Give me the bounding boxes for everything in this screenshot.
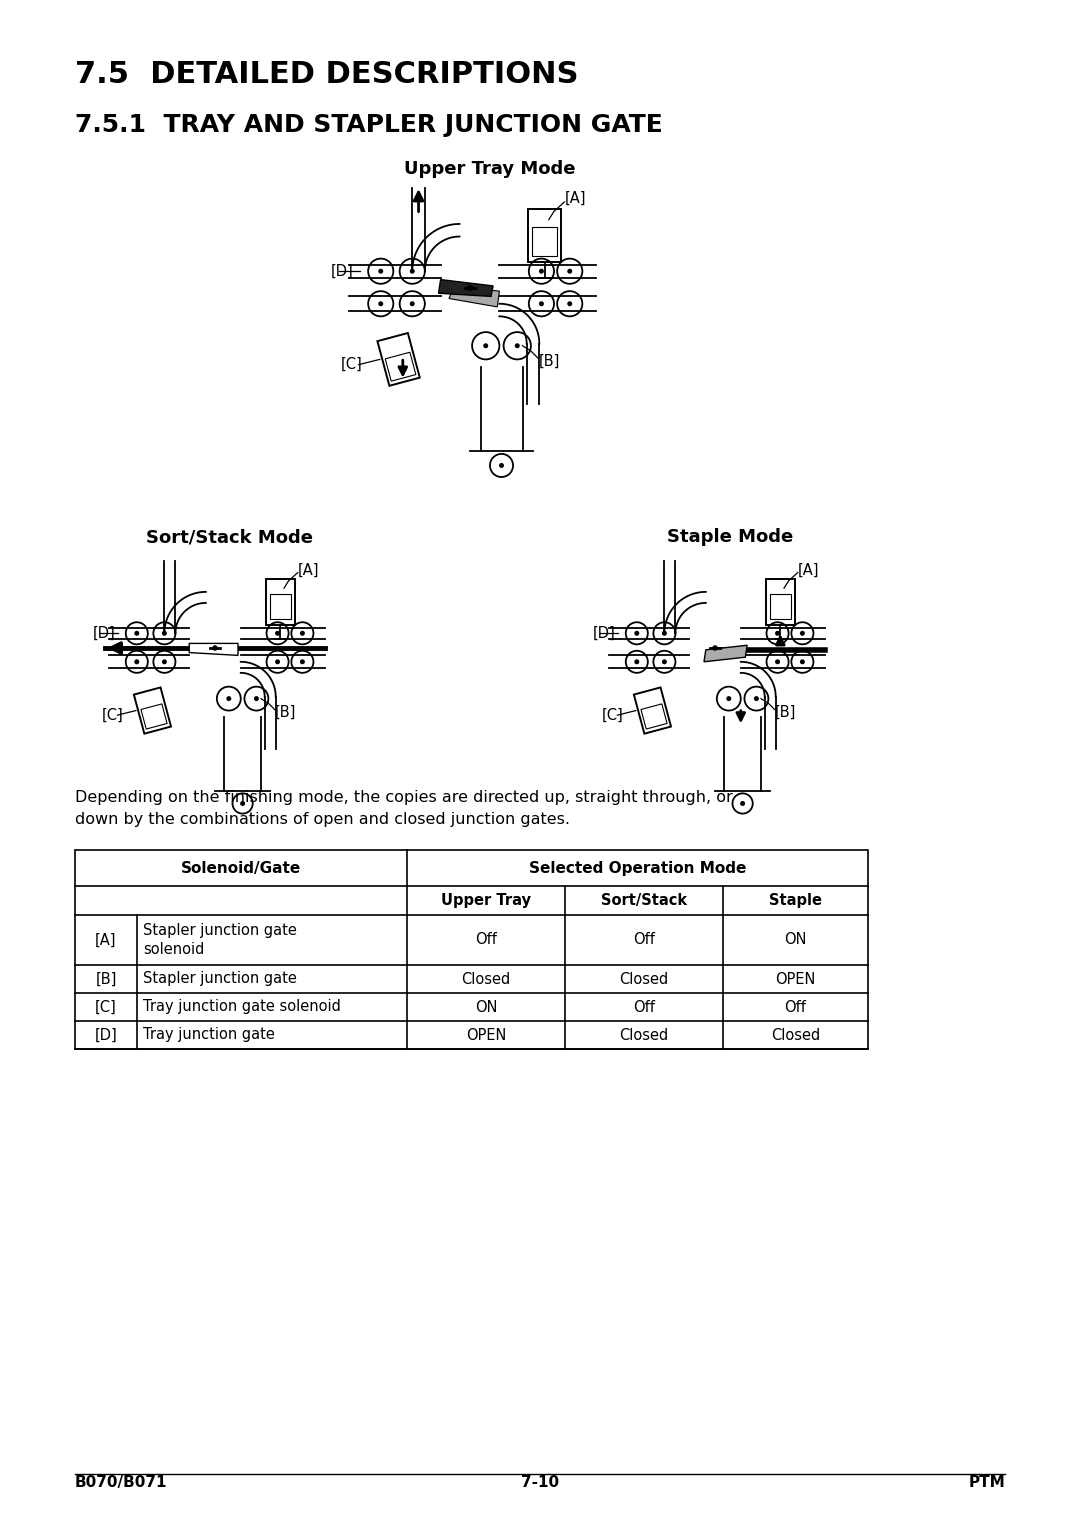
Circle shape: [539, 269, 544, 274]
Circle shape: [800, 631, 805, 636]
Text: [D]: [D]: [93, 626, 116, 640]
Circle shape: [775, 659, 780, 665]
Circle shape: [800, 659, 805, 665]
Circle shape: [467, 284, 473, 292]
Circle shape: [775, 631, 780, 636]
Circle shape: [754, 697, 759, 701]
Text: Closed: Closed: [619, 1027, 669, 1042]
Text: [C]: [C]: [341, 358, 363, 373]
Text: 7.5  DETAILED DESCRIPTIONS: 7.5 DETAILED DESCRIPTIONS: [75, 60, 579, 89]
Bar: [528, 209, 562, 261]
Circle shape: [240, 801, 245, 805]
Text: Tray junction gate solenoid: Tray junction gate solenoid: [143, 999, 341, 1015]
Text: [D]: [D]: [330, 264, 353, 278]
Text: Off: Off: [633, 932, 654, 947]
Text: ON: ON: [784, 932, 807, 947]
Bar: [770, 594, 791, 619]
Bar: [377, 333, 420, 385]
Bar: [75, 850, 868, 1050]
Bar: [386, 353, 416, 380]
Polygon shape: [438, 280, 494, 296]
Circle shape: [300, 659, 305, 665]
Text: [C]: [C]: [102, 707, 123, 723]
Polygon shape: [189, 643, 238, 656]
Circle shape: [567, 301, 572, 306]
Text: 7.5.1  TRAY AND STAPLER JUNCTION GATE: 7.5.1 TRAY AND STAPLER JUNCTION GATE: [75, 113, 663, 138]
Text: [A]: [A]: [798, 562, 820, 578]
Text: Staple: Staple: [769, 892, 822, 908]
Circle shape: [227, 697, 231, 701]
Text: Upper Tray: Upper Tray: [441, 892, 531, 908]
Bar: [640, 704, 667, 729]
Circle shape: [213, 645, 218, 651]
Text: OPEN: OPEN: [775, 972, 815, 987]
Circle shape: [726, 697, 731, 701]
Text: Tray junction gate: Tray junction gate: [143, 1027, 275, 1042]
Circle shape: [409, 301, 415, 306]
Text: Selected Operation Mode: Selected Operation Mode: [529, 860, 746, 876]
Circle shape: [254, 697, 259, 701]
Circle shape: [539, 301, 544, 306]
Circle shape: [378, 269, 383, 274]
Text: [C]: [C]: [602, 707, 623, 723]
Circle shape: [409, 269, 415, 274]
Circle shape: [162, 631, 167, 636]
Circle shape: [515, 344, 519, 348]
Text: [B]: [B]: [274, 704, 296, 720]
Bar: [634, 688, 671, 733]
Text: Closed: Closed: [461, 972, 511, 987]
Circle shape: [740, 801, 745, 805]
Text: [A]: [A]: [298, 562, 320, 578]
Circle shape: [275, 659, 280, 665]
Circle shape: [634, 631, 639, 636]
Text: Sort/Stack: Sort/Stack: [600, 892, 687, 908]
Text: Staple Mode: Staple Mode: [666, 529, 793, 545]
Text: [A]: [A]: [565, 191, 586, 206]
Text: OPEN: OPEN: [465, 1027, 507, 1042]
Circle shape: [567, 269, 572, 274]
Text: [B]: [B]: [95, 972, 117, 987]
Text: Stapler junction gate
solenoid: Stapler junction gate solenoid: [143, 923, 297, 957]
Bar: [766, 579, 795, 625]
Text: [D]: [D]: [95, 1027, 118, 1042]
Text: 7-10: 7-10: [521, 1475, 559, 1490]
Text: Stapler junction gate: Stapler junction gate: [143, 972, 297, 987]
Bar: [531, 226, 557, 255]
Text: PTM: PTM: [969, 1475, 1005, 1490]
Text: [A]: [A]: [95, 932, 117, 947]
Text: [B]: [B]: [538, 354, 559, 368]
Bar: [134, 688, 171, 733]
Text: [B]: [B]: [774, 704, 796, 720]
Circle shape: [483, 344, 488, 348]
Text: Off: Off: [784, 999, 807, 1015]
Circle shape: [134, 631, 139, 636]
Circle shape: [662, 631, 667, 636]
Circle shape: [712, 645, 718, 651]
Text: Sort/Stack Mode: Sort/Stack Mode: [147, 529, 313, 545]
Text: Depending on the finishing mode, the copies are directed up, straight through, o: Depending on the finishing mode, the cop…: [75, 790, 732, 827]
Text: [D]: [D]: [593, 626, 616, 640]
Circle shape: [499, 463, 504, 468]
Circle shape: [662, 659, 667, 665]
Text: Solenoid/Gate: Solenoid/Gate: [180, 860, 301, 876]
Text: B070/B071: B070/B071: [75, 1475, 167, 1490]
Circle shape: [134, 659, 139, 665]
Text: ON: ON: [475, 999, 497, 1015]
Circle shape: [378, 301, 383, 306]
Circle shape: [275, 631, 280, 636]
Text: [C]: [C]: [95, 999, 117, 1015]
Bar: [266, 579, 295, 625]
Text: Off: Off: [475, 932, 497, 947]
Text: Off: Off: [633, 999, 654, 1015]
Circle shape: [300, 631, 305, 636]
Text: Closed: Closed: [619, 972, 669, 987]
Circle shape: [162, 659, 167, 665]
Polygon shape: [704, 645, 747, 662]
Text: Upper Tray Mode: Upper Tray Mode: [404, 160, 576, 177]
Circle shape: [634, 659, 639, 665]
Polygon shape: [449, 286, 499, 307]
Text: Closed: Closed: [771, 1027, 820, 1042]
Bar: [141, 704, 167, 729]
Bar: [270, 594, 291, 619]
